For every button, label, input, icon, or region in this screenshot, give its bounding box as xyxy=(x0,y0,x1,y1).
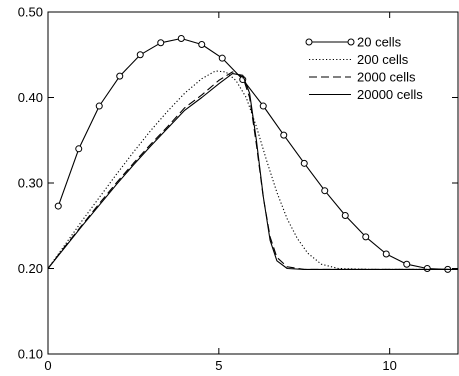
y-tick-label: 0.20 xyxy=(18,261,43,276)
series-line-20-cells xyxy=(57,37,448,270)
data-point-20-cells xyxy=(403,260,411,268)
axis-ticks: 0 5 10 0.10 0.20 0.30 0.40 0.50 xyxy=(18,5,458,373)
y-tick-label: 0.40 xyxy=(18,90,43,105)
data-point-20-cells xyxy=(300,159,308,167)
data-point-20-cells xyxy=(116,72,124,80)
x-tick-label: 0 xyxy=(44,358,51,373)
legend-marker-20-cells xyxy=(347,38,355,46)
y-tick-label: 0.50 xyxy=(18,5,43,20)
data-point-20-cells xyxy=(321,187,329,195)
y-tick-label: 0.30 xyxy=(18,176,43,191)
data-point-20-cells xyxy=(136,51,144,59)
data-point-20-cells xyxy=(382,250,390,258)
x-tick-label: 10 xyxy=(382,358,396,373)
data-point-20-cells xyxy=(198,40,206,48)
data-point-20-cells xyxy=(259,102,267,110)
series-line-2000-cells xyxy=(47,71,458,270)
data-point-20-cells xyxy=(95,102,103,110)
data-point-20-cells xyxy=(177,35,185,43)
data-point-20-cells xyxy=(157,39,165,47)
data-point-20-cells xyxy=(75,145,83,153)
legend-label-20-cells: 20 cells xyxy=(357,35,402,50)
legend-label-2000-cells: 2000 cells xyxy=(357,70,416,85)
legend-label-20000-cells: 20000 cells xyxy=(357,87,423,102)
legend-label-200-cells: 200 cells xyxy=(357,52,409,67)
y-tick-label: 0.10 xyxy=(18,347,43,362)
legend-marker-20-cells xyxy=(305,38,313,46)
series-line-20000-cells xyxy=(47,73,458,270)
data-point-20-cells xyxy=(280,131,288,139)
legend: 20 cells 200 cells 2000 cells 20000 cells xyxy=(305,35,423,102)
data-point-20-cells xyxy=(362,233,370,241)
data-point-20-cells xyxy=(341,211,349,219)
series-group xyxy=(47,35,458,273)
data-point-20-cells xyxy=(54,202,62,210)
data-point-20-cells xyxy=(423,265,431,272)
x-tick-label: 5 xyxy=(215,358,222,373)
data-point-20-cells xyxy=(218,54,226,62)
